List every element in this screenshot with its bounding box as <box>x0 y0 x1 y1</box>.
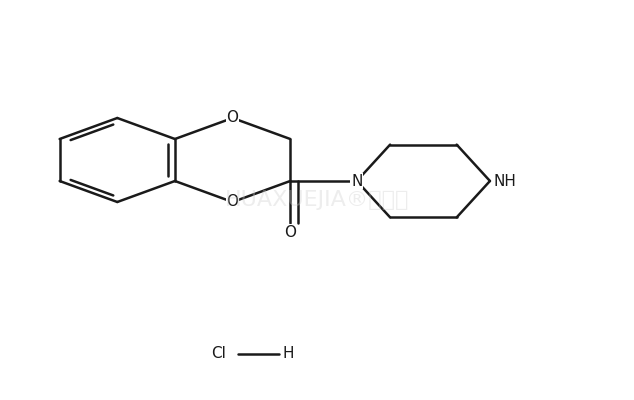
Text: O: O <box>226 194 238 210</box>
Text: H: H <box>283 346 294 362</box>
Text: O: O <box>284 225 296 240</box>
Text: HUAXUEJIA®化学加: HUAXUEJIA®化学加 <box>225 190 409 210</box>
Text: N: N <box>351 174 363 188</box>
Text: Cl: Cl <box>211 346 226 362</box>
Text: NH: NH <box>493 174 516 188</box>
Text: O: O <box>226 110 238 126</box>
